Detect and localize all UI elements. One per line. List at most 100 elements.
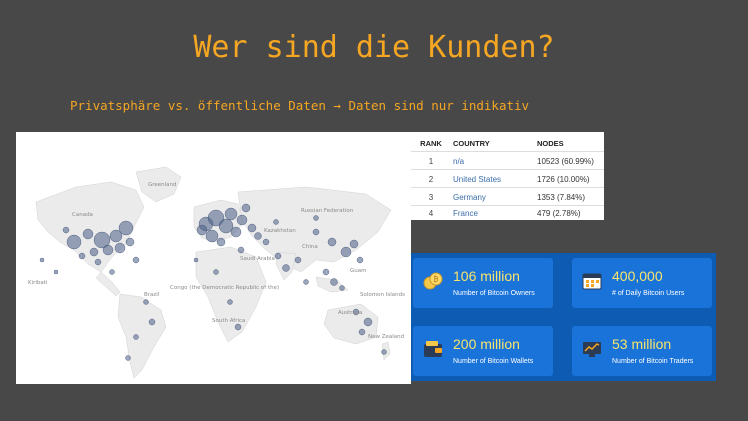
row-country-link[interactable]: France: [453, 209, 478, 218]
stat-label: # of Daily Bitcoin Users: [612, 290, 685, 297]
stat-label: Number of Bitcoin Owners: [453, 290, 535, 297]
map-label-kazakhstan: Kazakhstan: [264, 228, 296, 234]
row-country-link[interactable]: Germany: [453, 193, 486, 202]
stat-card-traders: 53 million Number of Bitcoin Traders: [572, 326, 712, 376]
node-dot: [234, 323, 242, 331]
table-row: 3 Germany 1353 (7.84%): [411, 187, 604, 206]
table-header: RANK COUNTRY NODES: [411, 134, 604, 152]
node-dot: [82, 228, 94, 240]
node-dot: [148, 318, 156, 326]
map-label-brazil: Brazil: [144, 292, 160, 298]
stat-card-wallets: 200 million Number of Bitcoin Wallets: [413, 326, 553, 376]
node-dot: [93, 231, 111, 249]
node-dot: [340, 246, 352, 258]
node-dot: [94, 258, 102, 266]
node-dot: [143, 299, 149, 305]
node-dot: [313, 215, 319, 221]
node-dot: [356, 256, 364, 264]
node-dot: [207, 209, 225, 227]
node-dot: [236, 214, 248, 226]
map-label-russia: Russian Federation: [301, 208, 354, 214]
node-dot: [339, 285, 345, 291]
node-dot: [303, 279, 309, 285]
node-dot: [274, 252, 282, 260]
row-rank: 4: [428, 209, 434, 218]
node-dot: [381, 349, 387, 355]
stat-card-daily-users: 400,000 # of Daily Bitcoin Users: [572, 258, 712, 308]
row-country-link[interactable]: United States: [453, 175, 502, 184]
node-dot: [205, 229, 219, 243]
map-label-congo: Congo (the Democratic Republic of the): [170, 285, 280, 291]
node-dot: [358, 328, 366, 336]
node-dot: [118, 220, 134, 236]
node-dot: [39, 257, 45, 263]
node-dot: [224, 207, 238, 221]
stat-label: Number of Bitcoin Wallets: [453, 358, 534, 365]
world-map-graphic: [35, 166, 392, 379]
nodes-table: RANK COUNTRY NODES 1 n/a 10523 (60.99%) …: [411, 132, 604, 220]
svg-text:₿: ₿: [433, 276, 438, 284]
node-dot: [322, 268, 330, 276]
map-label-kiribati: Kiribati: [28, 280, 48, 286]
row-country-link[interactable]: n/a: [453, 157, 465, 166]
node-dot: [125, 355, 131, 361]
node-dot: [196, 224, 208, 236]
node-dot: [193, 257, 199, 263]
stat-card-owners: ₿ 106 million Number of Bitcoin Owners: [413, 258, 553, 308]
map-label-australia: Australia: [338, 310, 363, 316]
node-dot: [294, 256, 302, 264]
node-dot: [125, 237, 135, 247]
node-dot: [89, 247, 99, 257]
row-rank: 2: [428, 175, 434, 184]
node-dot: [273, 219, 279, 225]
node-dot: [363, 317, 373, 327]
node-dot: [53, 269, 59, 275]
calendar-icon: [582, 273, 602, 290]
node-world-map: Greenland Canada Russian Federation Kaza…: [16, 132, 411, 384]
node-dot: [102, 244, 114, 256]
slide-subtitle: Privatsphäre vs. öffentliche Daten → Dat…: [70, 98, 530, 113]
row-nodes: 1726 (10.00%): [537, 175, 590, 184]
wallet-icon: [424, 341, 442, 357]
node-dot: [132, 256, 140, 264]
header-rank: RANK: [420, 139, 442, 148]
node-dot: [109, 229, 123, 243]
row-rank: 3: [428, 193, 434, 202]
map-label-china: China: [302, 244, 318, 250]
node-dot: [78, 252, 86, 260]
map-label-new-zealand: New Zealand: [368, 334, 405, 340]
trader-icon: [583, 342, 601, 357]
bitcoin-stats-panel: ₿ 106 million Number of Bitcoin Owners 4…: [411, 253, 716, 381]
row-nodes: 1353 (7.84%): [537, 193, 586, 202]
node-dot: [133, 334, 139, 340]
node-dot: [230, 226, 242, 238]
stat-value: 200 million: [453, 336, 520, 352]
node-dot: [262, 238, 270, 246]
table-row: 4 France 479 (2.78%): [411, 205, 604, 220]
stat-value: 106 million: [453, 268, 520, 284]
map-label-saudi-arabia: Saudi Arabia: [240, 256, 275, 262]
node-dot: [327, 237, 337, 247]
node-dot: [330, 278, 338, 286]
node-dot: [241, 203, 251, 213]
node-dot: [349, 239, 359, 249]
node-dot: [282, 264, 290, 272]
map-label-guam: Guam: [350, 268, 367, 274]
node-dot: [254, 232, 262, 240]
header-nodes: NODES: [537, 139, 564, 148]
node-dot: [66, 234, 82, 250]
node-dot: [114, 242, 126, 254]
map-label-greenland: Greenland: [148, 182, 177, 188]
map-label-canada: Canada: [72, 212, 93, 218]
header-country: COUNTRY: [453, 139, 490, 148]
node-dot: [109, 269, 115, 275]
node-dot: [227, 299, 233, 305]
node-dot: [216, 237, 226, 247]
node-dot: [237, 246, 245, 254]
row-rank: 1: [428, 157, 434, 166]
node-dot: [247, 223, 257, 233]
row-nodes: 479 (2.78%): [537, 209, 581, 218]
stat-value: 400,000: [612, 268, 663, 284]
table-row: 1 n/a 10523 (60.99%): [411, 151, 604, 170]
coins-icon: ₿: [423, 272, 443, 290]
